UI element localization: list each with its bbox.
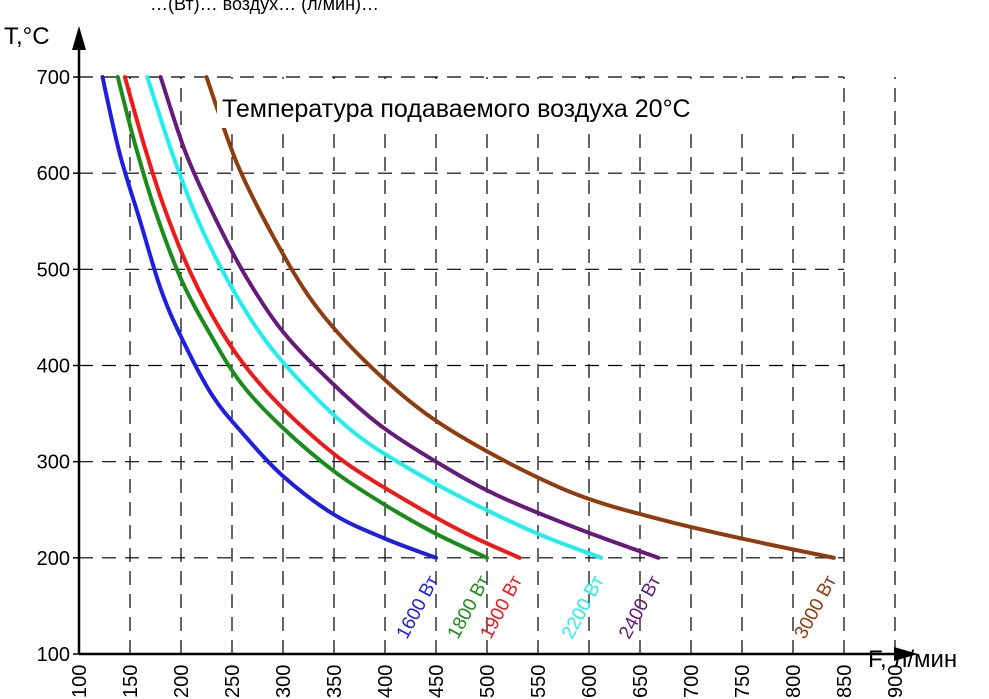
x-axis-title: F, л/мин — [868, 646, 957, 673]
series-curves — [100, 75, 836, 560]
y-tick-label-700: 700 — [37, 67, 70, 89]
tick-labels: 100 150 200 250 300 350 400 450 500 550 600 650 700 7… — [37, 67, 907, 698]
x-tick-label-300: 300 — [273, 665, 295, 698]
x-tick-label-350: 350 — [324, 665, 346, 698]
axes — [72, 26, 918, 661]
y-axis-title: T,°C — [4, 23, 50, 50]
y-tick-label-400: 400 — [37, 356, 70, 378]
y-axis-arrow-icon — [72, 26, 86, 50]
series-label-2200: 2200 Вт — [558, 572, 609, 642]
series-line-1900 — [122, 75, 522, 560]
series-line-2200 — [145, 75, 604, 560]
x-tick-label-200: 200 — [171, 665, 193, 698]
x-tick-label-800: 800 — [783, 665, 805, 698]
y-tick-label-300: 300 — [37, 452, 70, 474]
grid — [79, 76, 896, 654]
x-tick-label-750: 750 — [732, 665, 754, 698]
x-tick-label-400: 400 — [375, 665, 397, 698]
x-tick-label-150: 150 — [120, 665, 142, 698]
y-tick-label-100: 100 — [37, 644, 70, 666]
y-tick-label-600: 600 — [37, 163, 70, 185]
series-line-1800 — [115, 75, 489, 560]
x-tick-label-700: 700 — [681, 665, 703, 698]
x-tick-label-650: 650 — [630, 665, 652, 698]
y-tick-label-500: 500 — [37, 259, 70, 281]
x-axis-arrow-icon — [894, 647, 918, 661]
annotation-text: Температура подаваемого воздуха 20°C — [222, 95, 691, 123]
x-tick-label-850: 850 — [834, 665, 856, 698]
series-label-3000: 3000 Вт — [791, 572, 842, 642]
chart-title-cut: …(Вт)… воздух… (л/мин)… — [150, 0, 379, 14]
series-line-3000 — [204, 75, 836, 560]
x-tick-label-100: 100 — [69, 665, 91, 698]
series-line-1600 — [100, 75, 438, 560]
x-tick-label-600: 600 — [579, 665, 601, 698]
x-tick-label-550: 550 — [528, 665, 550, 698]
annotation-background — [217, 88, 837, 128]
x-tick-label-900: 900 — [885, 665, 907, 698]
x-tick-label-500: 500 — [477, 665, 499, 698]
y-tick-label-200: 200 — [37, 548, 70, 570]
series-line-2400 — [158, 75, 661, 560]
x-tick-label-250: 250 — [222, 665, 244, 698]
x-tick-label-450: 450 — [426, 665, 448, 698]
